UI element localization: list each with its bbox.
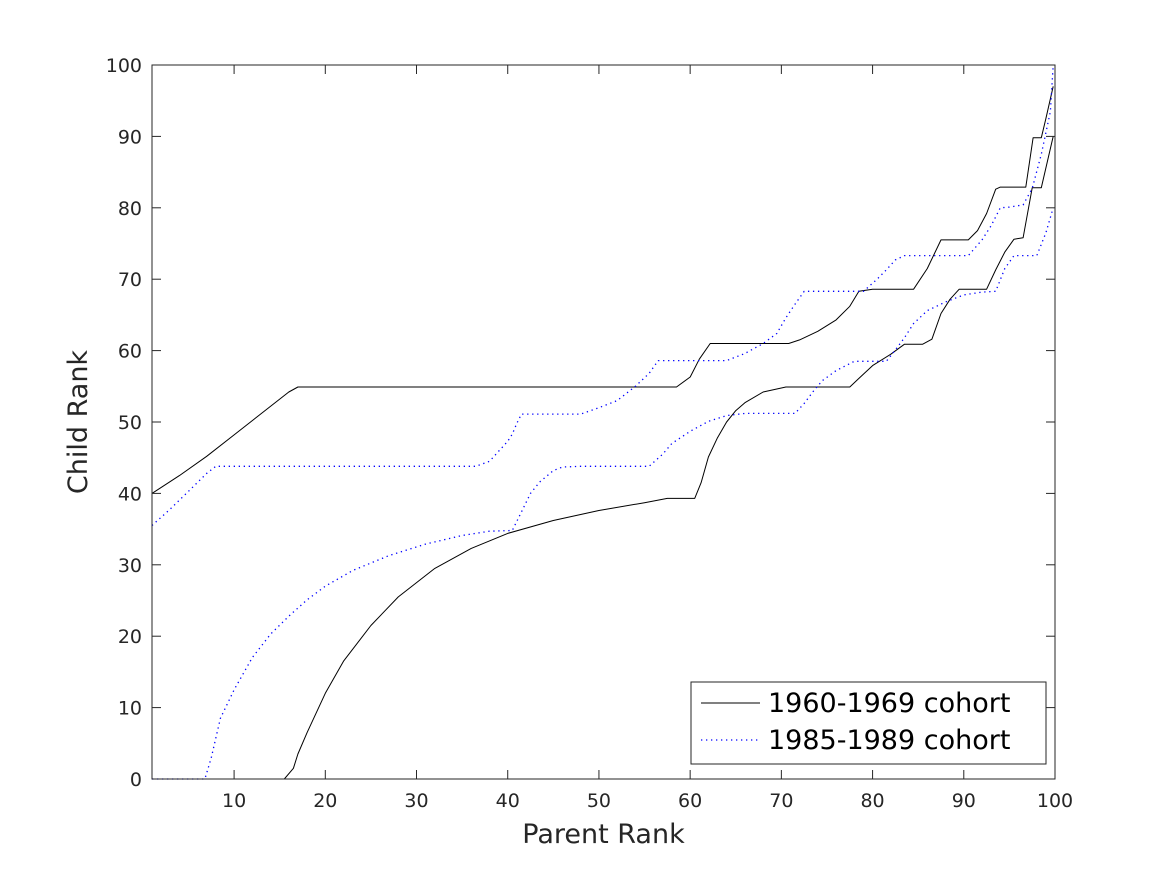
x-axis-label: Parent Rank	[522, 819, 685, 850]
y-tick-label: 60	[118, 341, 142, 363]
tick-layer: 10 20 30 40 50 60 70 80 90 100 0 10 20 30 40 50 60 70 80 90…	[106, 55, 1073, 812]
y-tick-label: 90	[118, 126, 142, 148]
x-tick-label: 30	[404, 790, 428, 812]
series-line-1960-1969-cohort-upper	[151, 86, 1054, 494]
y-tick-label: 20	[118, 626, 142, 648]
y-tick-label: 50	[118, 412, 142, 434]
x-tick-label: 50	[587, 790, 611, 812]
x-tick-label: 80	[860, 790, 884, 812]
y-tick-label: 100	[106, 55, 142, 77]
y-axis-label: Child Rank	[63, 350, 94, 495]
y-tick-label: 40	[118, 483, 142, 505]
y-tick-label: 70	[118, 269, 142, 291]
plot-area	[152, 65, 1055, 779]
y-tick-label: 30	[118, 555, 142, 577]
x-tick-label: 90	[952, 790, 976, 812]
legend: 1960-1969 cohort 1985-1989 cohort	[690, 681, 1047, 765]
legend-box	[690, 681, 1047, 765]
x-tick-label: 70	[769, 790, 793, 812]
x-tick-label: 60	[678, 790, 702, 812]
y-tick-label: 80	[118, 198, 142, 220]
series-line-1960-1969-cohort-lower	[152, 136, 1054, 780]
legend-label-1960-1969: 1960-1969 cohort	[768, 688, 1010, 719]
x-tick-label: 10	[222, 790, 246, 812]
x-tick-label: 100	[1037, 790, 1073, 812]
y-tick-label: 10	[118, 698, 142, 720]
x-tick-label: 20	[313, 790, 337, 812]
y-tick-label: 0	[130, 769, 142, 791]
legend-label-1985-1989: 1985-1989 cohort	[768, 725, 1010, 756]
x-tick-label: 40	[496, 790, 520, 812]
series-line-1985-1989-cohort-upper	[151, 64, 1054, 526]
series-layer	[151, 64, 1054, 780]
